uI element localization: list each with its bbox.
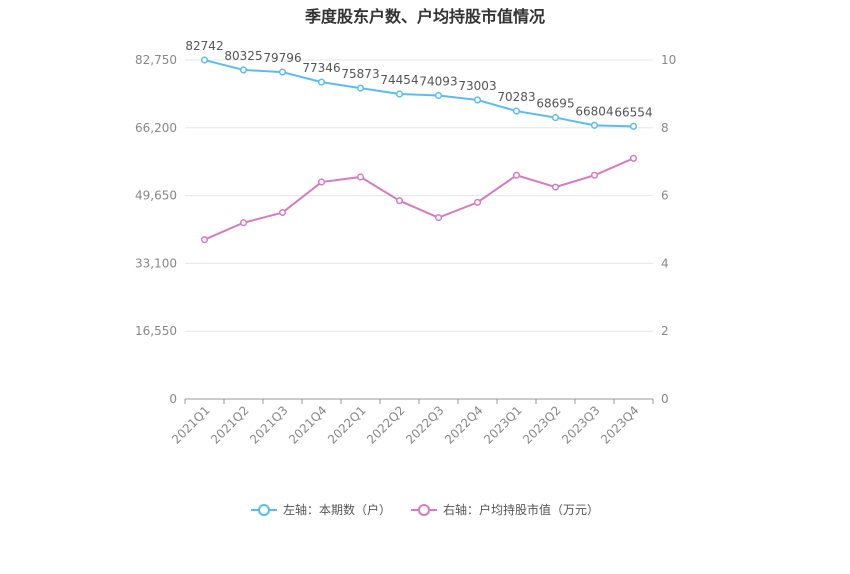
x-axis-tick-label: 2022Q1 [325, 403, 369, 447]
left-axis-tick-label: 16,550 [135, 324, 177, 338]
grid-layer [185, 59, 653, 332]
x-axis-tick-label: 2022Q2 [364, 403, 408, 447]
right-axis-tick-label: 10 [661, 53, 676, 67]
series-layer [200, 56, 638, 244]
data-label: 70283 [497, 90, 535, 104]
series-line-1 [204, 59, 634, 128]
legend-label: 右轴：户均持股市值（万元） [443, 503, 600, 517]
left-axis-tick-label: 66,200 [135, 121, 177, 135]
legend-item-2[interactable]: 右轴：户均持股市值（万元） [411, 501, 599, 518]
data-point [473, 96, 482, 104]
right-axis-tick-label: 0 [661, 392, 669, 406]
data-point [278, 209, 287, 217]
left-axis-tick-label: 82,750 [135, 53, 177, 67]
x-axis-tick-label: 2022Q3 [403, 403, 447, 447]
right-axis-tick-label: 4 [661, 256, 669, 270]
legend-label: 左轴：本期数（户） [282, 503, 391, 517]
x-axis-tick-label: 2023Q1 [481, 403, 525, 447]
data-point [434, 214, 443, 222]
x-axis-tick-label: 2021Q4 [286, 403, 330, 447]
left-axis-tick-label: 0 [169, 392, 177, 406]
legend-marker-icon [250, 503, 277, 516]
data-point [590, 171, 599, 179]
data-point [239, 66, 248, 74]
data-point [473, 198, 482, 206]
data-point [512, 107, 521, 115]
left-axis-tick-label: 49,650 [135, 189, 177, 203]
data-point [590, 121, 599, 129]
x-axis-tick-label: 2023Q2 [520, 403, 564, 447]
x-axis-tick-label: 2021Q2 [208, 403, 252, 447]
data-point [356, 84, 365, 92]
data-point [629, 154, 638, 162]
data-label: 73003 [458, 79, 496, 93]
legend-marker-icon [411, 503, 437, 516]
data-point [317, 78, 326, 86]
x-axis-tick-label: 2023Q4 [598, 403, 642, 447]
data-label: 79796 [263, 51, 301, 65]
x-axis-tick-label: 2021Q3 [247, 403, 291, 447]
data-label: 74093 [419, 74, 457, 88]
left-axis-tick-label: 33,100 [135, 256, 177, 270]
data-label: 77346 [302, 61, 340, 75]
data-point [512, 171, 521, 179]
data-point [200, 236, 209, 244]
data-point [395, 90, 404, 98]
data-point [200, 56, 209, 64]
data-label: 80325 [224, 49, 262, 63]
data-point [434, 91, 443, 100]
series-line-2 [204, 157, 634, 241]
data-point [317, 178, 326, 186]
data-label: 75873 [341, 67, 379, 81]
data-point [356, 173, 365, 181]
data-label: 66554 [614, 105, 652, 119]
data-label: 66804 [575, 104, 613, 118]
data-point [551, 114, 560, 122]
x-axis-tick-label: 2022Q4 [442, 403, 486, 447]
right-axis-tick-label: 8 [661, 121, 669, 135]
data-point [278, 68, 287, 76]
right-axis-tick-label: 2 [661, 324, 669, 338]
data-label: 74454 [380, 73, 418, 87]
x-axis-tick-label: 2021Q1 [169, 403, 213, 447]
legend-item-1[interactable]: 左轴：本期数（户） [250, 501, 391, 518]
right-axis-tick-label: 6 [661, 189, 669, 203]
x-axis-tick-label: 2023Q3 [559, 403, 603, 447]
data-point [629, 122, 638, 130]
data-point [551, 183, 560, 191]
data-label: 68695 [536, 97, 574, 111]
legend: 左轴：本期数（户） 右轴：户均持股市值（万元） [0, 501, 850, 518]
data-point [395, 197, 404, 205]
chart-title: 季度股东户数、户均持股市值情况 [304, 7, 545, 26]
data-point [239, 219, 248, 227]
data-label: 82742 [185, 39, 223, 53]
